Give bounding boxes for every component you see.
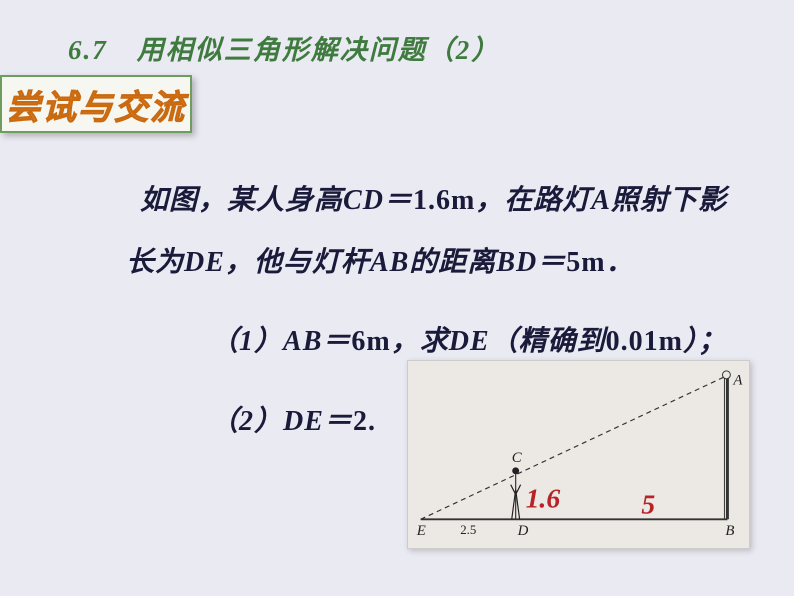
n: 1.6m xyxy=(413,185,475,216)
problem-line-2: 长为DE，他与灯杆AB的距离BD＝5m． xyxy=(140,232,744,294)
t: 如图，某人身高 xyxy=(140,185,343,216)
t: ＝ xyxy=(384,185,413,216)
t: ＝ xyxy=(322,326,351,357)
v: DE xyxy=(449,326,490,357)
t: ，求 xyxy=(391,326,449,357)
v: CD xyxy=(343,185,384,216)
v: AB xyxy=(283,326,322,357)
t: 的距离 xyxy=(409,247,496,278)
section-header: 6.7 用相似三角形解决问题（2） xyxy=(68,28,500,67)
t: （精确到 xyxy=(490,326,606,357)
v: BD xyxy=(496,247,537,278)
t: 长为 xyxy=(126,247,184,278)
v: AB xyxy=(370,247,409,278)
svg-text:1.6: 1.6 xyxy=(526,482,561,513)
t: （2） xyxy=(210,406,283,437)
svg-text:E: E xyxy=(416,523,426,539)
svg-text:C: C xyxy=(512,450,523,466)
badge-box: 尝试与交流 xyxy=(0,75,192,133)
t: ）； xyxy=(683,326,727,357)
svg-text:2.5: 2.5 xyxy=(460,523,476,537)
t: ，他与灯杆 xyxy=(225,247,370,278)
svg-text:B: B xyxy=(725,523,734,539)
diagram-svg: E B A C D 2.5 1.6 5 xyxy=(408,361,749,548)
t: ＝ xyxy=(537,247,566,278)
svg-text:5: 5 xyxy=(641,488,655,519)
t: （1） xyxy=(210,326,283,357)
svg-text:A: A xyxy=(732,373,743,389)
badge-text: 尝试与交流 xyxy=(6,80,186,129)
t: 照射下影 xyxy=(611,185,727,216)
geometry-diagram: E B A C D 2.5 1.6 5 xyxy=(407,360,750,549)
n: 5m xyxy=(566,247,605,278)
v: DE xyxy=(184,247,225,278)
n: 6m xyxy=(351,326,390,357)
n: 0.01m xyxy=(606,326,683,357)
problem-line-1: 如图，某人身高CD＝1.6m，在路灯A照射下影 xyxy=(140,170,744,232)
n: 2. xyxy=(353,406,376,437)
t: ． xyxy=(606,247,635,278)
t: ＝ xyxy=(324,406,353,437)
v: A xyxy=(591,185,611,216)
t: ，在路灯 xyxy=(475,185,591,216)
svg-text:D: D xyxy=(517,523,529,539)
v: DE xyxy=(283,406,324,437)
